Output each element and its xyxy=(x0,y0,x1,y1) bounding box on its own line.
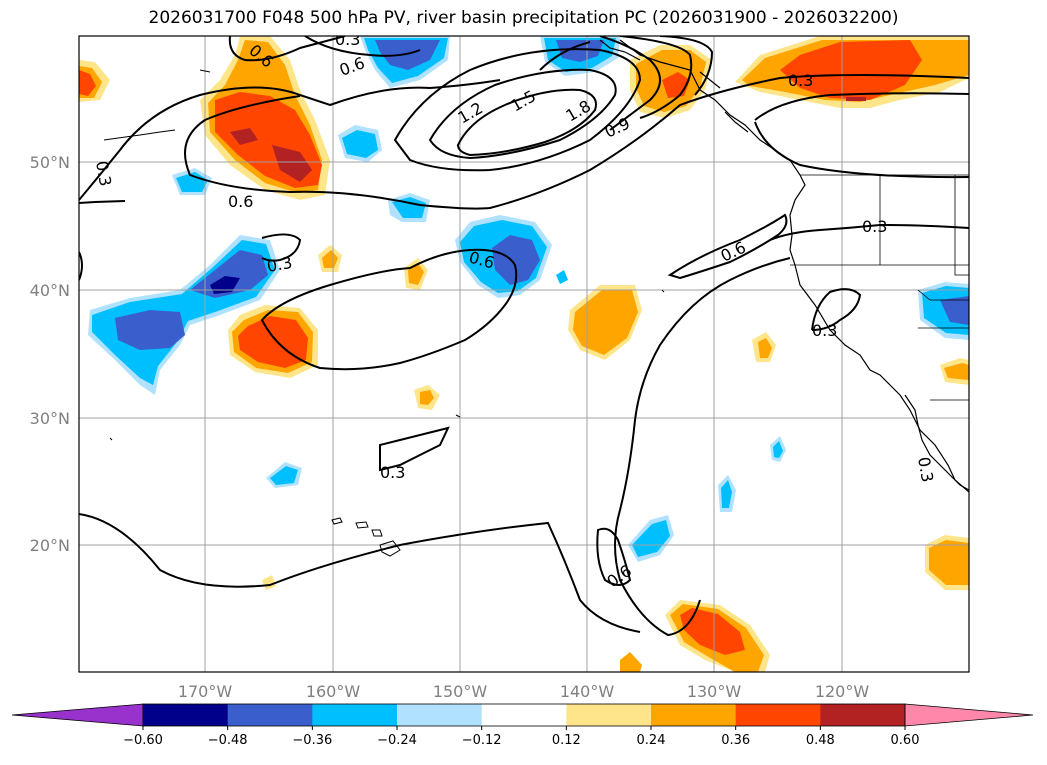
contour-label: 0.3 xyxy=(788,71,813,90)
lon-label: 150°W xyxy=(433,682,488,701)
lon-label: 160°W xyxy=(306,682,361,701)
positive-anomaly-central xyxy=(228,305,318,378)
pv-contours xyxy=(79,36,969,637)
contour-label: 0.3 xyxy=(335,30,360,49)
colorbar-segment xyxy=(735,704,821,726)
map-title: 2026031700 F048 500 hPa PV, river basin … xyxy=(148,8,899,28)
colorbar-segment xyxy=(651,704,737,726)
contour-label: 0.3 xyxy=(914,455,937,483)
colorbar-segment xyxy=(481,704,567,726)
colorbar-tick-label: 0.12 xyxy=(552,733,581,748)
longitude-labels: 170°W 160°W 150°W 140°W 130°W 120°W xyxy=(178,682,870,701)
contour-label: 0.3 xyxy=(380,463,405,482)
lon-label: 120°W xyxy=(815,682,870,701)
coastlines xyxy=(599,39,969,493)
lat-label: 50°N xyxy=(30,153,70,172)
colorbar-tick-label: 0.60 xyxy=(891,733,920,748)
lon-label: 140°W xyxy=(560,682,615,701)
lon-label: 170°W xyxy=(178,682,233,701)
latitude-labels: 50°N 40°N 30°N 20°N xyxy=(30,153,70,555)
negative-anomaly-west xyxy=(88,235,280,395)
colorbar-extend-min xyxy=(11,703,144,727)
colorbar: −0.60 −0.48 −0.36 −0.24 −0.12 0.12 0.24 0.36 0.4… xyxy=(11,703,1034,748)
colorbar-segment xyxy=(397,704,483,726)
islands xyxy=(103,69,665,557)
colorbar-tick-label: −0.36 xyxy=(292,733,332,748)
negative-anomaly-central xyxy=(455,215,552,298)
lon-label: 130°W xyxy=(687,682,742,701)
negative-anomaly-north-central xyxy=(360,36,450,88)
gridlines xyxy=(79,36,969,672)
colorbar-frame xyxy=(142,703,906,727)
positive-anomaly-ne-pacific xyxy=(735,36,969,108)
contour-label: 0.6 xyxy=(228,192,253,211)
positive-anomaly-west-pacific xyxy=(79,60,110,102)
lat-label: 30°N xyxy=(30,409,70,428)
contour-label: 0.3 xyxy=(812,321,837,340)
colorbar-tick-label: −0.48 xyxy=(208,733,248,748)
colorbar-segment xyxy=(312,704,398,726)
contour-label: 0.3 xyxy=(862,217,887,236)
colorbar-segment xyxy=(227,704,313,726)
colorbar-tick-label: 0.24 xyxy=(637,733,666,748)
map-border xyxy=(78,35,970,673)
positive-anomaly-gulf-alaska xyxy=(200,36,330,200)
lat-label: 40°N xyxy=(30,281,70,300)
state-borders xyxy=(790,174,969,401)
colorbar-tick-label: −0.12 xyxy=(462,733,502,748)
contour-label: 0.3 xyxy=(265,253,293,276)
contour-label: 0.3 xyxy=(92,159,115,187)
colorbar-tick-label: 0.36 xyxy=(721,733,750,748)
colorbar-tick-label: −0.24 xyxy=(377,733,417,748)
colorbar-segment xyxy=(566,704,652,726)
colorbar-tick-label: 0.48 xyxy=(806,733,835,748)
colorbar-segment xyxy=(143,704,229,726)
colorbar-tick-label: −0.60 xyxy=(123,733,163,748)
negative-anomaly-north-east xyxy=(540,36,620,76)
colorbar-segment xyxy=(820,704,906,726)
colorbar-extend-max xyxy=(904,703,1034,727)
lat-label: 20°N xyxy=(30,536,70,555)
